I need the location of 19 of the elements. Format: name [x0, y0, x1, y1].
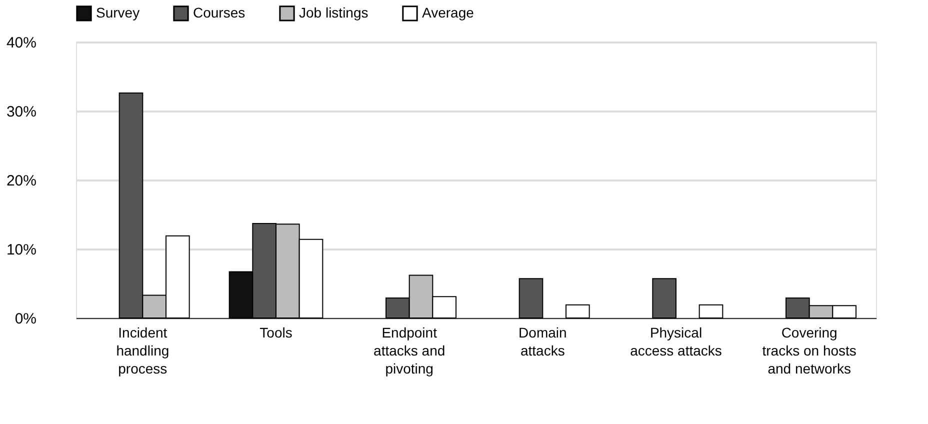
legend-label: Courses	[193, 4, 246, 20]
y-tick-label: 10%	[6, 242, 36, 258]
x-tick-label: Tools	[260, 324, 292, 340]
y-tick-label: 0%	[14, 310, 36, 328]
legend-label: Survey	[96, 4, 140, 20]
y-tick-label: 20%	[6, 172, 36, 190]
x-tick-label: Incident handling process	[116, 324, 170, 376]
bar	[698, 304, 724, 318]
bar	[652, 278, 676, 318]
x-tick-label: Covering tracks on hosts and networks	[762, 324, 856, 376]
y-tick-label: 40%	[6, 34, 36, 52]
x-tick-label: Domain attacks	[518, 324, 567, 358]
y-tick-label: 30%	[6, 104, 36, 120]
bar	[566, 304, 590, 318]
legend-label: Job listings	[299, 4, 368, 20]
bar	[518, 278, 544, 318]
x-tick-label: Physical access attacks	[630, 324, 722, 358]
legend-label: Average	[422, 4, 474, 20]
x-tick-label: Endpoint attacks and pivoting	[374, 324, 446, 376]
